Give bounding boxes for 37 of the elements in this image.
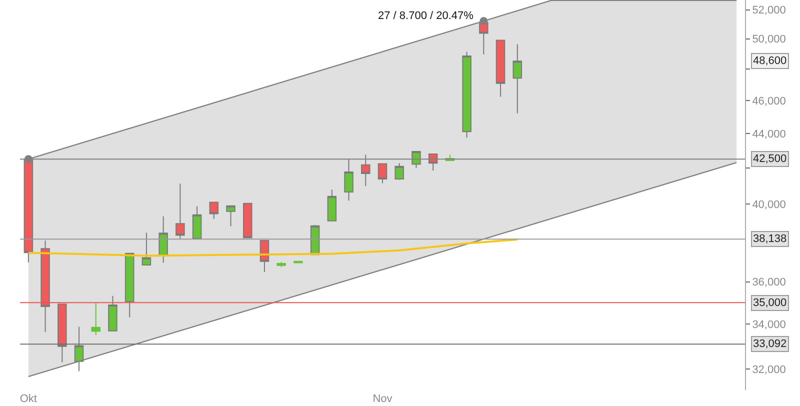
candlestick: [91, 302, 100, 336]
y-tick-label: 52,000: [752, 4, 786, 17]
line-series: [28, 162, 738, 378]
candlestick: [394, 162, 404, 180]
x-tick-label: Nov: [372, 393, 393, 405]
ref-line-label: 42,500: [753, 153, 787, 165]
candlestick: [124, 252, 134, 318]
candlestick: [496, 40, 506, 98]
ref-line-label: 33,092: [753, 338, 787, 350]
ref-line-label: 35,000: [753, 297, 787, 309]
candlestick: [294, 260, 303, 264]
candlestick: [192, 206, 202, 240]
candlestick: [512, 44, 522, 114]
candlestick: [462, 51, 472, 138]
ref-line-label: 38,138: [753, 233, 787, 245]
candlestick: [108, 295, 118, 332]
y-tick-label: 50,000: [752, 34, 786, 46]
text: 48,600: [753, 55, 787, 67]
y-tick-label: 36,000: [752, 276, 786, 289]
y-tick-label: 40,000: [752, 198, 786, 211]
y-tick-label: 34,000: [752, 318, 786, 331]
x-tick-label: Okt: [20, 393, 37, 405]
candlestick: [176, 183, 185, 240]
y-tick-label: 46,000: [752, 95, 786, 108]
candlestick: [209, 202, 219, 220]
line-series: [27, 238, 518, 257]
candlestick: [226, 205, 236, 227]
candlestick: [158, 216, 168, 264]
y-tick-label: 44,000: [752, 128, 786, 140]
candlestick: [276, 262, 286, 268]
candlestick: [260, 240, 270, 273]
candlestick: [378, 163, 388, 184]
candlestick: [142, 232, 152, 266]
candlestick: [327, 189, 337, 222]
annotation: 27 / 8.700 / 20.47%: [378, 10, 474, 22]
y-tick-label: 32,000: [752, 364, 786, 376]
candlestick: [242, 202, 252, 238]
